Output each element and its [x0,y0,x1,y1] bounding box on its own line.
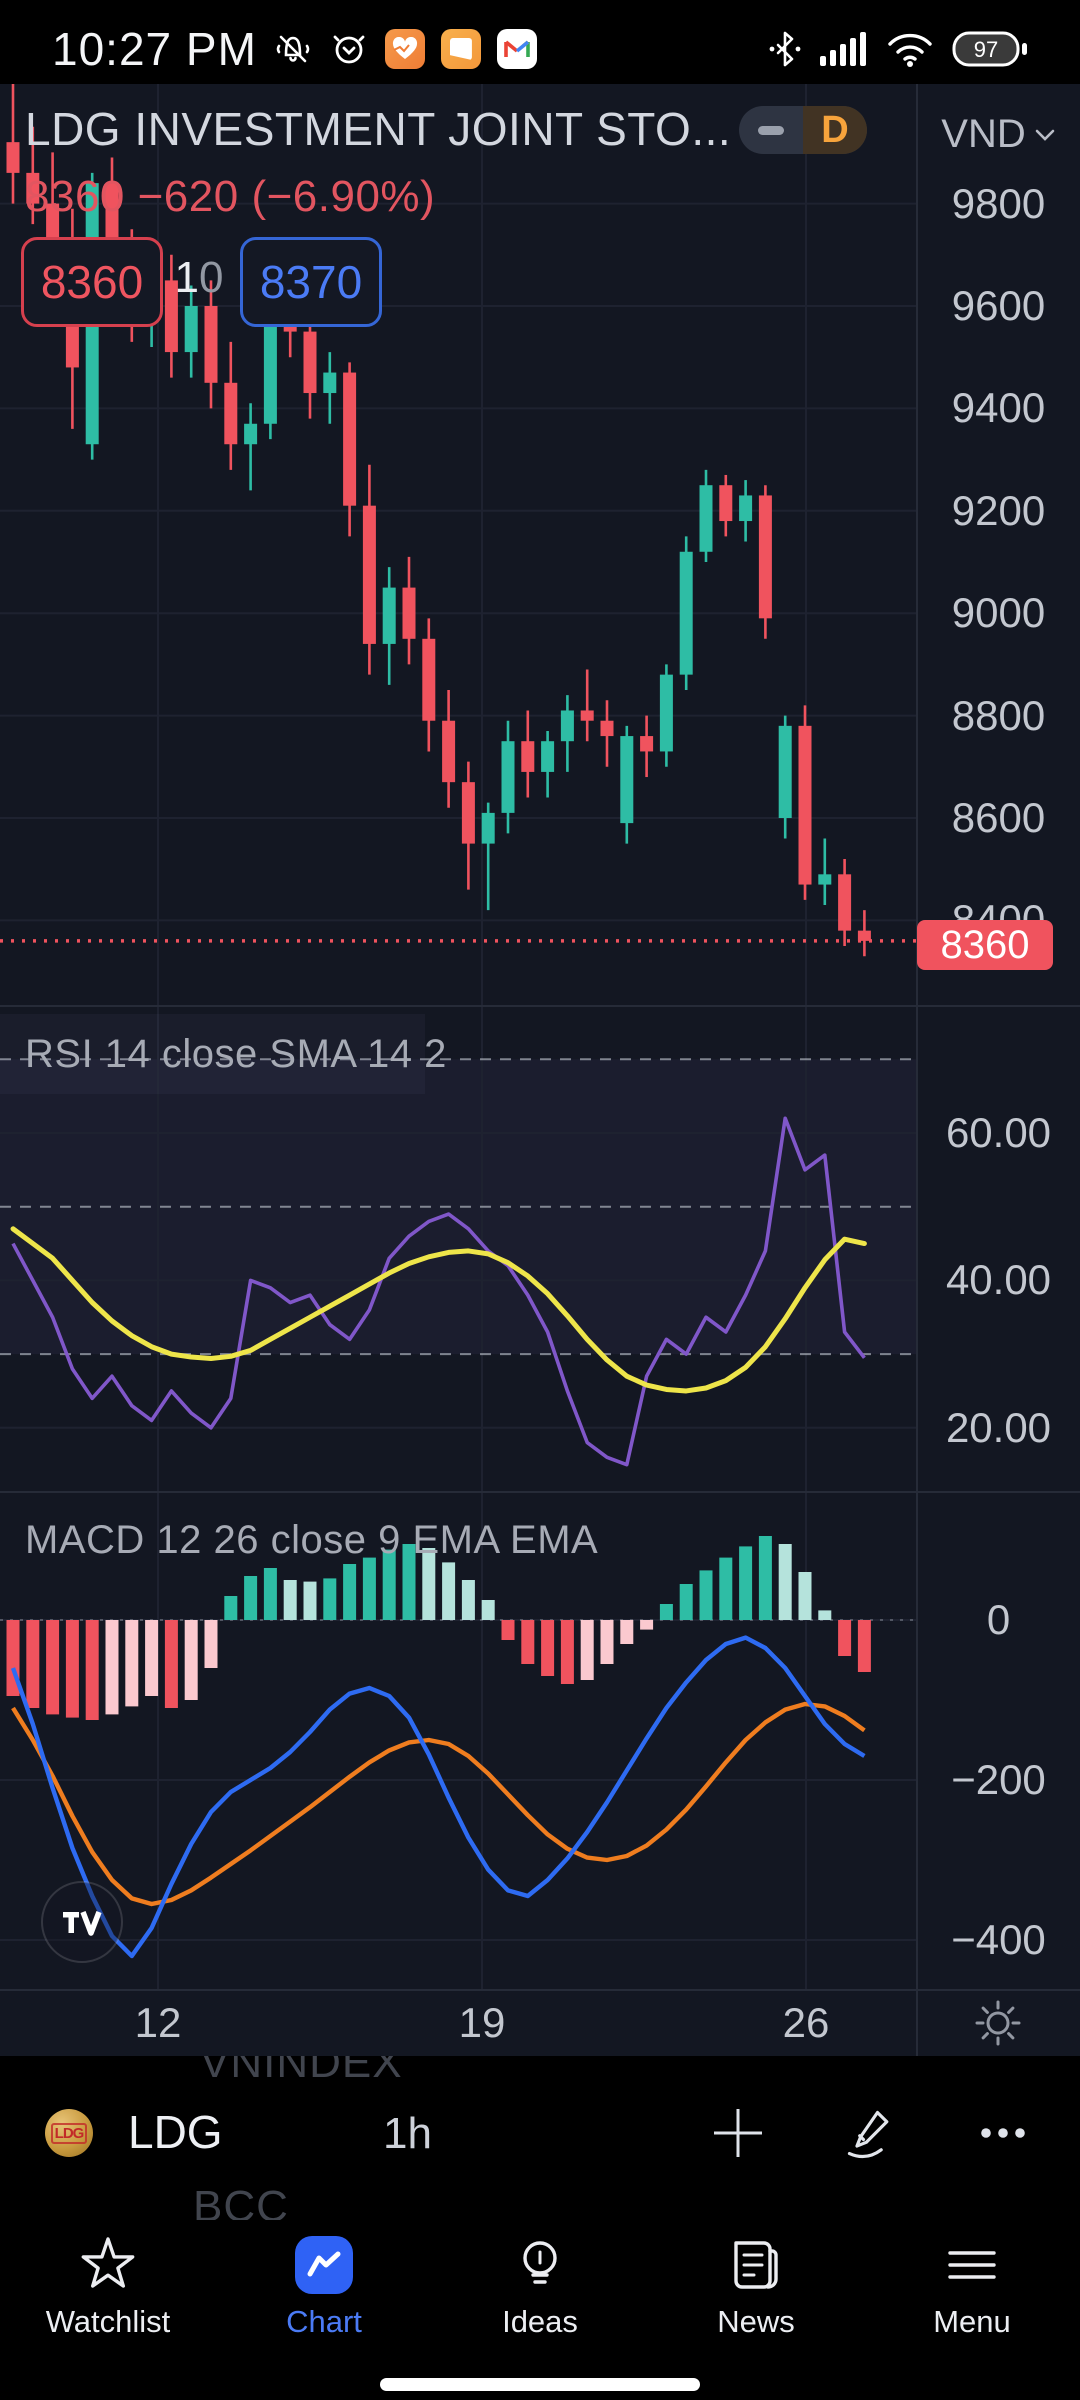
gmail-app-icon [496,29,537,69]
menu-icon [948,2251,996,2279]
nav-item-watchlist[interactable]: Watchlist [0,2220,216,2400]
plus-icon [714,2109,762,2157]
ask-button[interactable]: 8370 [240,237,382,327]
wifi-icon [886,30,934,68]
time-tick-label: 19 [458,1999,506,2046]
news-icon [734,2241,778,2289]
bottom-navigation: Watchlist Chart Ideas News Menu [0,2220,1080,2400]
nav-label: Ideas [502,2304,578,2339]
more-button[interactable] [975,2105,1031,2161]
nav-item-news[interactable]: News [648,2220,864,2400]
bid-button[interactable]: 8360 [21,237,163,327]
rsi-title-highlight [0,1014,425,1094]
signal-icon [820,30,868,68]
interval-toggle[interactable]: D [739,106,867,154]
interval-button[interactable]: 1h [383,2109,432,2158]
rsi-tick-label: 60.00 [945,1109,1052,1156]
add-button[interactable] [710,2105,766,2161]
battery-percent: 97 [974,37,998,62]
prev-symbol[interactable]: VNINDEX [200,2056,403,2087]
ellipsis-icon [981,2128,1025,2138]
nav-label: Menu [933,2304,1011,2339]
nav-item-menu[interactable]: Menu [864,2220,1080,2400]
nav-item-chart[interactable]: Chart [216,2220,432,2400]
chart-icon [295,2236,353,2294]
symbol-title: LDG INVESTMENT JOINT STO... [25,103,732,155]
bluetooth-icon [768,29,802,69]
nav-label: Watchlist [45,2304,171,2339]
macd-tick-label: −400 [951,1916,1046,1963]
price-tick-label: 9600 [951,282,1046,329]
minus-icon [758,125,784,135]
battery-icon: 97 [952,30,1028,68]
next-symbol[interactable]: BCC [193,2182,289,2220]
spread-digit-2: 0 [199,253,224,302]
rsi-pane-title[interactable]: RSI 14 close SMA 14 2 [25,1032,447,1076]
chevron-down-icon [1035,129,1055,141]
price-tick-label: 8800 [951,691,1046,739]
price-tick-label: 9400 [951,384,1046,432]
alarm-clock-icon [329,29,369,69]
ldg-logo-text: LDG [50,2122,88,2144]
nav-item-ideas[interactable]: Ideas [432,2220,648,2400]
macd-tick-label: −200 [951,1756,1046,1803]
nav-label: News [717,2304,795,2339]
status-bar: 10:27 PM [0,0,1080,84]
nav-label: Chart [286,2304,362,2339]
time-tick-label: 12 [134,1999,182,2046]
price-change-text: 8360 −620 (−6.90%) [25,172,436,221]
clock-text: 10:27 PM [52,23,257,75]
draw-button[interactable] [842,2105,898,2161]
currency-label: VND [941,112,1026,156]
chart-style-toggle[interactable] [739,106,803,154]
time-tick-label: 26 [782,1999,830,2046]
currency-selector[interactable]: VND [917,112,1080,157]
current-symbol[interactable]: LDG [128,2106,223,2158]
interval-d-button[interactable]: D [803,106,867,154]
home-indicator[interactable] [380,2378,700,2391]
macd-pane-title[interactable]: MACD 12 26 close 9 EMA EMA [25,1518,599,1562]
tradingview-logo[interactable] [40,1880,124,1964]
health-app-icon [384,29,425,69]
ldg-logo: LDG [45,2109,93,2157]
symbol-picker-bar[interactable]: VNINDEX LDG LDG 1h BCC [0,2056,1080,2220]
lightbulb-icon [523,2241,557,2284]
spread-digit-1: 1 [174,253,199,302]
macd-tick-label: 0 [986,1596,1011,1643]
price-tick-label: 8600 [951,794,1046,841]
price-tick-label: 9200 [951,486,1046,534]
pencil-icon [847,2110,889,2159]
notes-app-icon [440,29,481,69]
rsi-tick-label: 40.00 [945,1256,1052,1304]
last-price-label: 8360 [917,920,1053,970]
spread-value: 10 [163,253,235,303]
rsi-tick-label: 20.00 [945,1403,1052,1451]
settings-gear-icon[interactable] [972,1997,1024,2049]
star-icon [81,2237,135,2288]
price-tick-label: 9000 [951,589,1046,637]
price-tick-label: 9800 [951,179,1046,227]
mute-bell-icon [273,29,313,69]
